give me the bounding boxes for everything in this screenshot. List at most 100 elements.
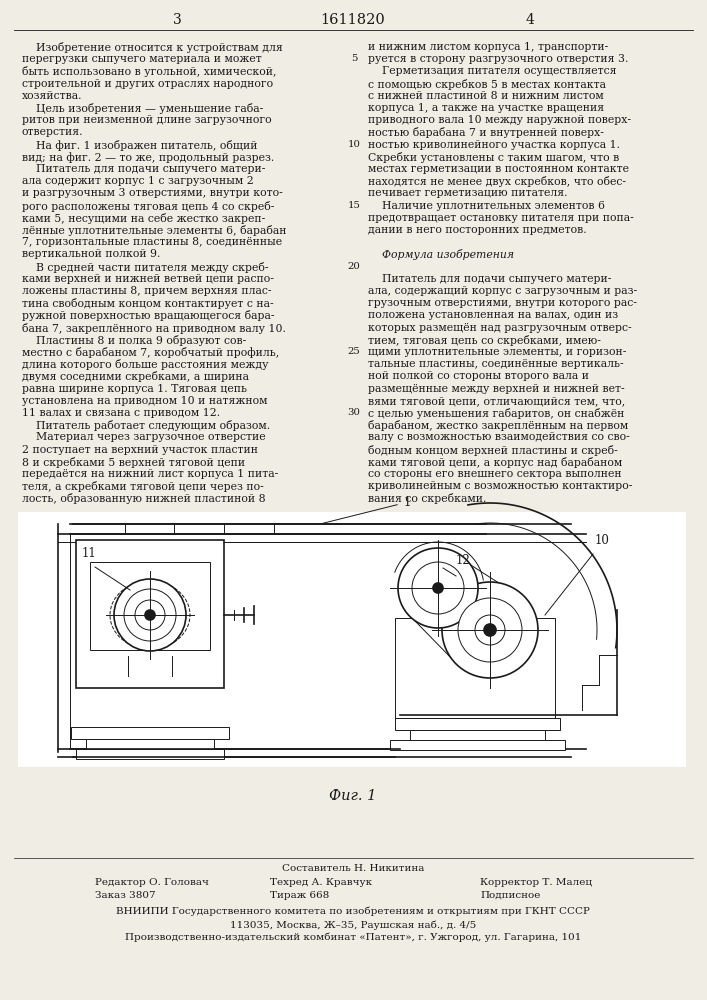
Text: 25: 25 — [348, 347, 361, 356]
Text: руется в сторону разгрузочного отверстия 3.: руется в сторону разгрузочного отверстия… — [368, 54, 629, 64]
Text: которых размещён над разгрузочным отверс-: которых размещён над разгрузочным отверс… — [368, 323, 631, 333]
Text: Редактор О. Головач: Редактор О. Головач — [95, 878, 209, 887]
Text: рого расположены тяговая цепь 4 со скреб-: рого расположены тяговая цепь 4 со скреб… — [22, 201, 274, 212]
Text: криволинейным с возможностью контактиро-: криволинейным с возможностью контактиро- — [368, 481, 632, 491]
Text: перегрузки сыпучего материала и может: перегрузки сыпучего материала и может — [22, 54, 262, 64]
Circle shape — [484, 624, 496, 636]
Text: местах герметизации в постоянном контакте: местах герметизации в постоянном контакт… — [368, 164, 629, 174]
Text: передаётся на нижний лист корпуса 1 пита-: передаётся на нижний лист корпуса 1 пита… — [22, 469, 279, 479]
Text: ВНИИПИ Государственного комитета по изобретениям и открытиям при ГКНТ СССР: ВНИИПИ Государственного комитета по изоб… — [116, 907, 590, 916]
Text: 11 валах и связана с приводом 12.: 11 валах и связана с приводом 12. — [22, 408, 220, 418]
Text: 1611820: 1611820 — [321, 13, 385, 27]
Text: строительной и других отраслях народного: строительной и других отраслях народного — [22, 79, 273, 89]
Text: 8 и скребками 5 верхней тяговой цепи: 8 и скребками 5 верхней тяговой цепи — [22, 457, 245, 468]
Text: 20: 20 — [348, 262, 361, 271]
Bar — [90, 562, 210, 650]
Text: 2 поступает на верхний участок пластин: 2 поступает на верхний участок пластин — [22, 445, 258, 455]
Circle shape — [124, 589, 176, 641]
Text: Корректор Т. Малец: Корректор Т. Малец — [480, 878, 592, 887]
Text: с помощью скребков 5 в местах контакта: с помощью скребков 5 в местах контакта — [368, 79, 606, 90]
Text: ритов при неизменной длине загрузочного: ритов при неизменной длине загрузочного — [22, 115, 271, 125]
Text: 3: 3 — [173, 13, 182, 27]
Text: установлена на приводном 10 и натяжном: установлена на приводном 10 и натяжном — [22, 396, 267, 406]
Ellipse shape — [110, 581, 190, 649]
Text: теля, а скребками тяговой цепи через по-: теля, а скребками тяговой цепи через по- — [22, 481, 264, 492]
Bar — [395, 718, 560, 730]
Circle shape — [398, 548, 478, 628]
Text: Тираж 668: Тираж 668 — [270, 891, 329, 900]
Text: На фиг. 1 изображен питатель, общий: На фиг. 1 изображен питатель, общий — [22, 140, 257, 151]
Bar — [18, 512, 686, 767]
Text: равна ширине корпуса 1. Тяговая цепь: равна ширине корпуса 1. Тяговая цепь — [22, 384, 247, 394]
Text: предотвращает остановку питателя при попа-: предотвращает остановку питателя при поп… — [368, 213, 633, 223]
Text: Наличие уплотнительных элементов 6: Наличие уплотнительных элементов 6 — [368, 201, 605, 211]
Circle shape — [114, 579, 186, 651]
Text: Изобретение относится к устройствам для: Изобретение относится к устройствам для — [22, 42, 283, 53]
Text: 30: 30 — [348, 408, 361, 417]
Bar — [86, 739, 214, 749]
Text: с нижней пластиной 8 и нижним листом: с нижней пластиной 8 и нижним листом — [368, 91, 604, 101]
Text: дании в него посторонних предметов.: дании в него посторонних предметов. — [368, 225, 587, 235]
Text: В средней части питателя между скреб-: В средней части питателя между скреб- — [22, 262, 269, 273]
Text: длина которого больше расстояния между: длина которого больше расстояния между — [22, 359, 269, 370]
Bar — [410, 730, 545, 740]
Text: находятся не менее двух скребков, что обес-: находятся не менее двух скребков, что об… — [368, 176, 626, 187]
Text: 5: 5 — [351, 54, 357, 63]
Text: вания со скребками.: вания со скребками. — [368, 493, 486, 504]
Text: Заказ 3807: Заказ 3807 — [95, 891, 156, 900]
Text: ала, содержащий корпус с загрузочным и раз-: ала, содержащий корпус с загрузочным и р… — [368, 286, 637, 296]
Text: бодным концом верхней пластины и скреб-: бодным концом верхней пластины и скреб- — [368, 445, 618, 456]
Text: 15: 15 — [348, 201, 361, 210]
Text: Производственно-издательский комбинат «Патент», г. Ужгород, ул. Гагарина, 101: Производственно-издательский комбинат «П… — [125, 933, 581, 942]
Text: приводного вала 10 между наружной поверх-: приводного вала 10 между наружной поверх… — [368, 115, 631, 125]
Text: 1: 1 — [404, 495, 411, 508]
Text: 12: 12 — [456, 554, 471, 567]
Text: грузочным отверстиями, внутри которого рас-: грузочным отверстиями, внутри которого р… — [368, 298, 637, 308]
Circle shape — [475, 615, 505, 645]
Text: двумя соседними скребками, а ширина: двумя соседними скребками, а ширина — [22, 371, 249, 382]
Text: размещённые между верхней и нижней вет-: размещённые между верхней и нижней вет- — [368, 384, 624, 394]
Text: печивает герметизацию питателя.: печивает герметизацию питателя. — [368, 188, 568, 198]
Text: бана 7, закреплённого на приводном валу 10.: бана 7, закреплённого на приводном валу … — [22, 323, 286, 334]
Text: отверстия.: отверстия. — [22, 127, 83, 137]
Text: ностью криволинейного участка корпуса 1.: ностью криволинейного участка корпуса 1. — [368, 140, 620, 150]
Text: Герметизация питателя осуществляется: Герметизация питателя осуществляется — [368, 66, 617, 76]
Text: Питатель для подачи сыпучего матери-: Питатель для подачи сыпучего матери- — [22, 164, 265, 174]
Bar — [71, 727, 229, 739]
Text: щими уплотнительные элементы, и горизон-: щими уплотнительные элементы, и горизон- — [368, 347, 626, 357]
Text: Подписное: Подписное — [480, 891, 540, 900]
Text: корпуса 1, а также на участке вращения: корпуса 1, а также на участке вращения — [368, 103, 604, 113]
Text: лость, образованную нижней пластиной 8: лость, образованную нижней пластиной 8 — [22, 493, 266, 504]
Text: 7, горизонтальные пластины 8, соединённые: 7, горизонтальные пластины 8, соединённы… — [22, 237, 282, 247]
Text: тина свободным концом контактирует с на-: тина свободным концом контактирует с на- — [22, 298, 274, 309]
Circle shape — [458, 598, 522, 662]
Text: Пластины 8 и полка 9 образуют сов-: Пластины 8 и полка 9 образуют сов- — [22, 335, 246, 346]
Text: 10: 10 — [595, 534, 610, 547]
Text: хозяйства.: хозяйства. — [22, 91, 83, 101]
Text: ала содержит корпус 1 с загрузочным 2: ала содержит корпус 1 с загрузочным 2 — [22, 176, 254, 186]
Text: быть использовано в угольной, химической,: быть использовано в угольной, химической… — [22, 66, 276, 77]
Circle shape — [442, 582, 538, 678]
Text: 10: 10 — [348, 140, 361, 149]
Text: Скребки установлены с таким шагом, что в: Скребки установлены с таким шагом, что в — [368, 152, 619, 163]
Text: ностью барабана 7 и внутренней поверх-: ностью барабана 7 и внутренней поверх- — [368, 127, 604, 138]
Text: Цель изобретения — уменьшение габа-: Цель изобретения — уменьшение габа- — [22, 103, 263, 114]
Circle shape — [433, 583, 443, 593]
Bar — [395, 618, 555, 718]
Text: Фиг. 1: Фиг. 1 — [329, 789, 377, 803]
Text: Составитель Н. Никитина: Составитель Н. Никитина — [282, 864, 424, 873]
Bar — [76, 749, 224, 759]
Text: ками верхней и нижней ветвей цепи распо-: ками верхней и нижней ветвей цепи распо- — [22, 274, 274, 284]
Text: и разгрузочным 3 отверстиями, внутри кото-: и разгрузочным 3 отверстиями, внутри кот… — [22, 188, 283, 198]
Text: ложены пластины 8, причем верхняя плас-: ложены пластины 8, причем верхняя плас- — [22, 286, 271, 296]
Text: Материал через загрузочное отверстие: Материал через загрузочное отверстие — [22, 432, 266, 442]
Text: вид; на фиг. 2 — то же, продольный разрез.: вид; на фиг. 2 — то же, продольный разре… — [22, 152, 274, 163]
Text: Техред А. Кравчук: Техред А. Кравчук — [270, 878, 372, 887]
Text: 11: 11 — [82, 547, 97, 560]
Text: и нижним листом корпуса 1, транспорти-: и нижним листом корпуса 1, транспорти- — [368, 42, 608, 52]
Text: ной полкой со стороны второго вала и: ной полкой со стороны второго вала и — [368, 371, 589, 381]
Circle shape — [135, 600, 165, 630]
Text: лённые уплотнительные элементы 6, барабан: лённые уплотнительные элементы 6, бараба… — [22, 225, 286, 236]
Text: Формула изобретения: Формула изобретения — [368, 249, 514, 260]
Bar — [390, 740, 565, 750]
